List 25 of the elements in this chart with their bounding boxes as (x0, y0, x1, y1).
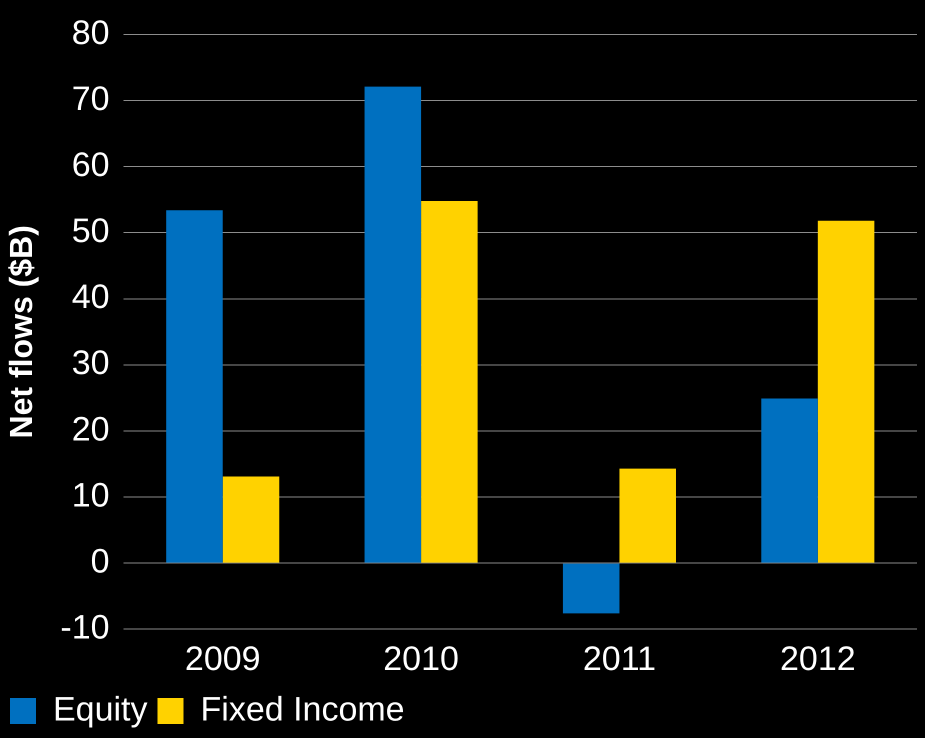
y-tick-label: -10 (60, 608, 110, 647)
legend-label: Fixed Income (200, 690, 405, 728)
x-tick-label: 2012 (780, 640, 856, 678)
y-tick-label: 40 (72, 278, 110, 316)
bar (761, 398, 818, 563)
bar (619, 468, 676, 563)
bar (364, 86, 422, 563)
legend-label: Equity (53, 690, 148, 728)
y-tick-label: 0 (90, 542, 110, 580)
y-tick-label: 20 (72, 410, 110, 448)
bar (166, 210, 223, 563)
bar (222, 476, 280, 563)
bar (421, 200, 478, 563)
x-tick-label: 2011 (582, 640, 656, 678)
y-tick-label: 30 (72, 344, 110, 382)
y-axis-title: Net flows ($B) (3, 225, 40, 438)
bar (562, 564, 620, 614)
y-tick-label: 50 (72, 212, 110, 250)
bar (818, 220, 874, 563)
x-tick-label: 2009 (184, 640, 261, 678)
y-tick-label: 10 (72, 476, 110, 514)
y-tick-label: 80 (72, 14, 110, 52)
y-tick-label: 70 (72, 80, 110, 118)
x-tick-label: 2010 (383, 640, 459, 678)
y-tick-label: 60 (72, 146, 110, 184)
